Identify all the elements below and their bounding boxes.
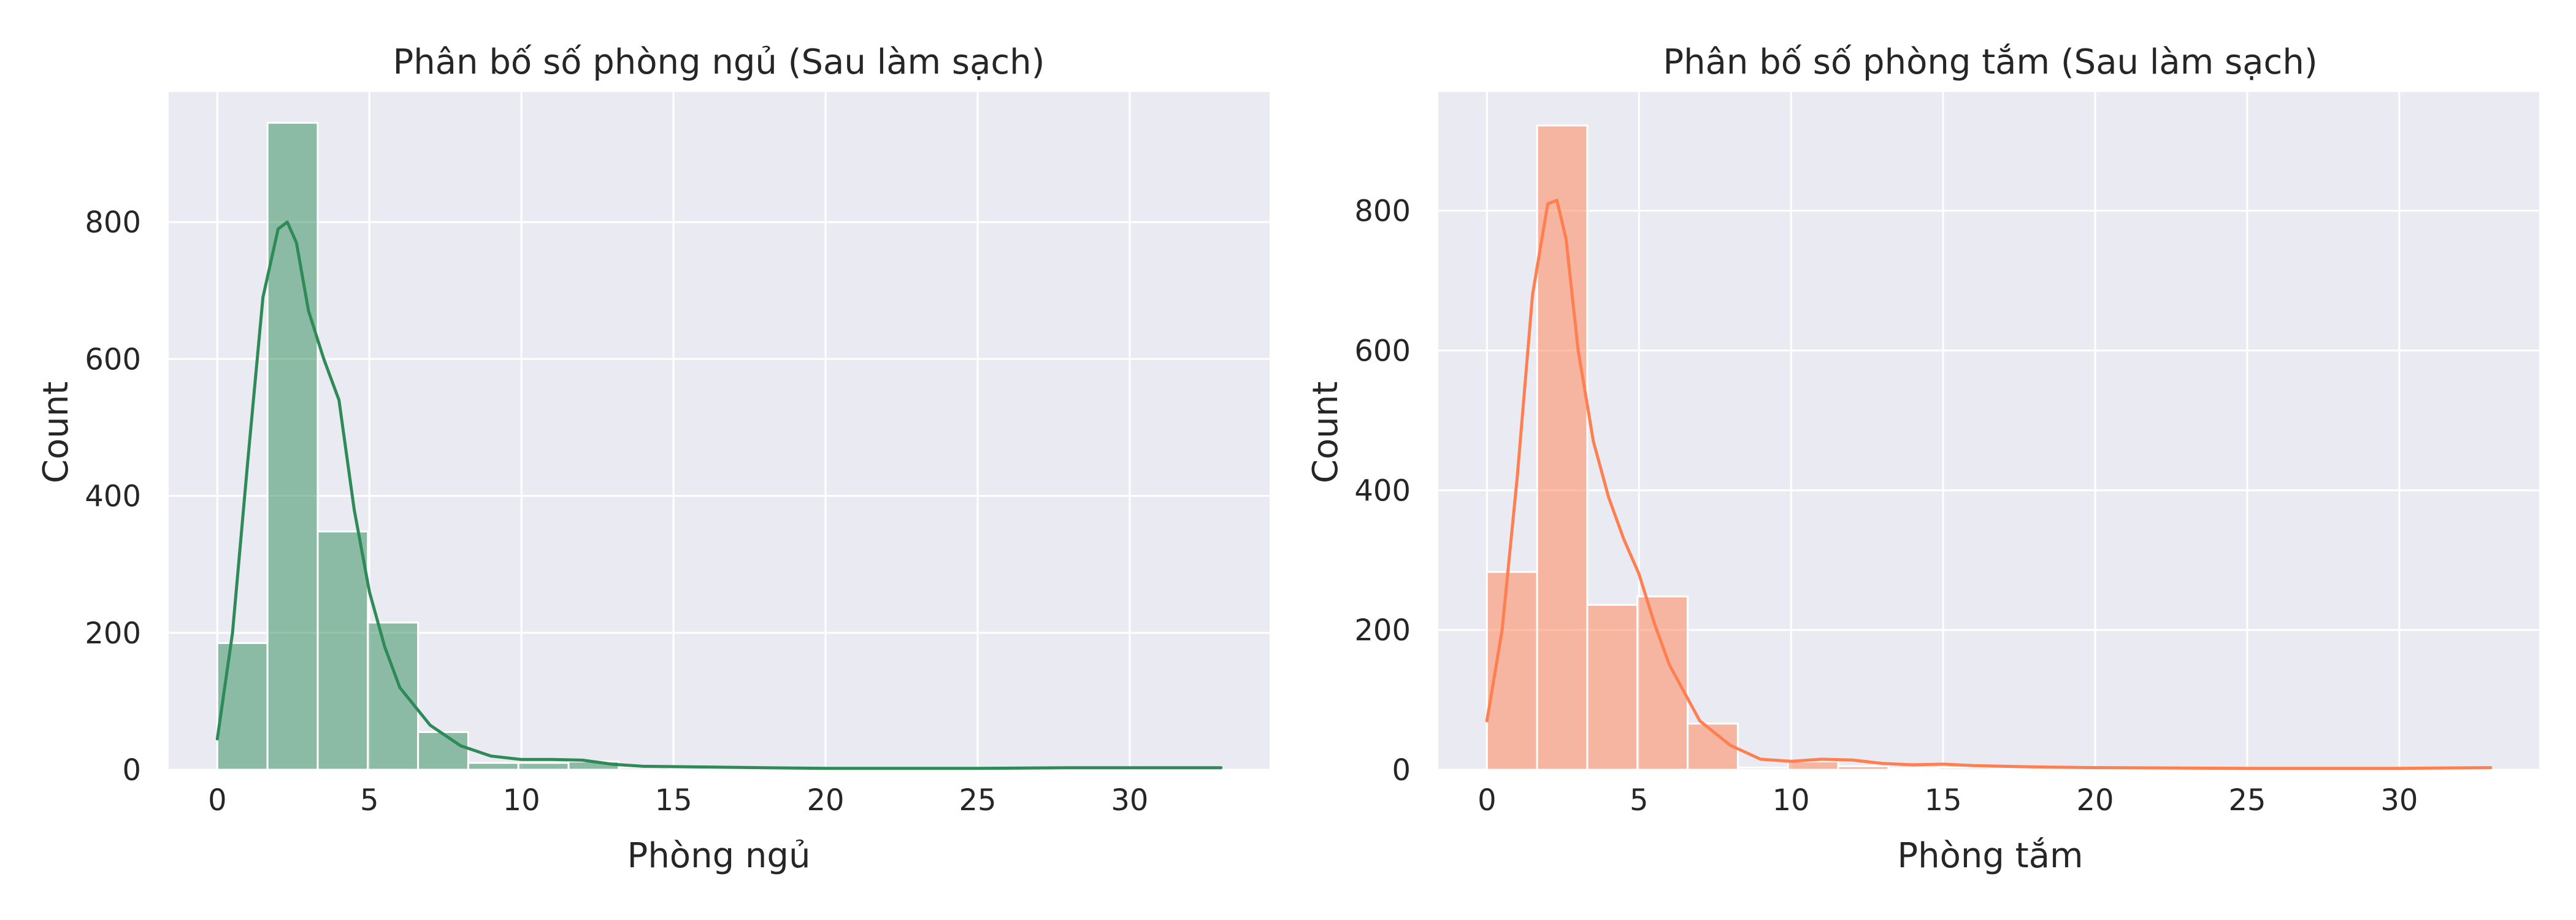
bathrooms-histogram-bar xyxy=(1837,765,1890,771)
bathrooms-x-axis-label: Phòng tắm xyxy=(1897,836,2083,876)
bedrooms-histogram-bar xyxy=(216,642,269,771)
bathrooms-histogram-bar xyxy=(1988,768,2040,771)
bathrooms-x-tick-label: 5 xyxy=(1630,783,1649,818)
bedrooms-x-tick-label: 25 xyxy=(959,783,996,818)
bathrooms-histogram-bar xyxy=(2037,768,2090,771)
bedrooms-x-tick-label: 0 xyxy=(208,783,227,818)
bedrooms-histogram-bar xyxy=(467,762,519,771)
bedrooms-histogram-panel: 0 5 10 15 20 25 30 0 200 400 600 800 Phân bố số phòn… xyxy=(36,42,1270,876)
bedrooms-plot-area: 0 5 10 15 20 25 30 0 200 400 600 800 xyxy=(85,92,1270,818)
bathrooms-chart-title: Phân bố số phòng tắm (Sau làm sạch) xyxy=(1663,42,2317,82)
bathrooms-y-tick-label: 800 xyxy=(1354,194,1411,229)
bathrooms-x-tick-label: 10 xyxy=(1773,783,1810,818)
bathrooms-histogram-bar xyxy=(1536,125,1589,771)
bathrooms-kde-line xyxy=(1485,199,2493,770)
bathrooms-histogram-panel: 0 5 10 15 20 25 30 0 200 400 600 800 Phân bố số phòn… xyxy=(1306,42,2539,876)
bedrooms-histogram-bar xyxy=(266,121,319,771)
bedrooms-histogram-bar xyxy=(316,531,369,771)
bedrooms-chart-title: Phân bố số phòng ngủ (Sau làm sạch) xyxy=(393,42,1045,82)
bathrooms-y-axis-label: Count xyxy=(1306,381,1346,483)
bathrooms-histogram-bar xyxy=(1938,767,1990,771)
bedrooms-x-tick-label: 15 xyxy=(655,783,692,818)
bathrooms-plot-area: 0 5 10 15 20 25 30 0 200 400 600 800 xyxy=(1354,92,2539,818)
bathrooms-histogram-bar xyxy=(1787,760,1839,771)
bathrooms-x-tick-label: 0 xyxy=(1478,783,1497,818)
bathrooms-x-tick-label: 30 xyxy=(2380,783,2418,818)
bedrooms-x-tick-label: 5 xyxy=(360,783,379,818)
bedrooms-x-tick-label: 10 xyxy=(503,783,540,818)
bedrooms-histogram-bar xyxy=(367,621,420,771)
bathrooms-y-tick-label: 0 xyxy=(1392,753,1411,788)
bathrooms-histogram-bar xyxy=(1887,767,1940,771)
bathrooms-histogram-bar xyxy=(1586,604,1639,771)
bathrooms-y-tick-label: 600 xyxy=(1354,334,1411,368)
bedrooms-y-axis-label: Count xyxy=(36,381,76,483)
bedrooms-histogram-bar xyxy=(517,762,570,771)
bedrooms-x-tick-label: 20 xyxy=(807,783,845,818)
bathrooms-x-tick-label: 20 xyxy=(2077,783,2114,818)
bedrooms-y-tick-label: 600 xyxy=(85,342,141,377)
bathrooms-x-tick-label: 15 xyxy=(1925,783,1962,818)
bedrooms-x-axis-label: Phòng ngủ xyxy=(627,836,811,876)
bathrooms-y-tick-label: 400 xyxy=(1354,473,1411,508)
bedrooms-y-tick-label: 0 xyxy=(122,753,141,788)
bedrooms-x-tick-label: 30 xyxy=(1111,783,1148,818)
bedrooms-y-tick-label: 400 xyxy=(85,480,141,514)
bathrooms-y-tick-label: 200 xyxy=(1354,613,1411,648)
bathrooms-x-tick-label: 25 xyxy=(2228,783,2266,818)
bedrooms-histogram-bar xyxy=(417,731,469,771)
bedrooms-y-tick-label: 200 xyxy=(85,616,141,651)
bathrooms-histogram-bar xyxy=(1736,767,1789,771)
bedrooms-kde-line xyxy=(215,220,1223,770)
bedrooms-y-tick-label: 800 xyxy=(85,205,141,240)
